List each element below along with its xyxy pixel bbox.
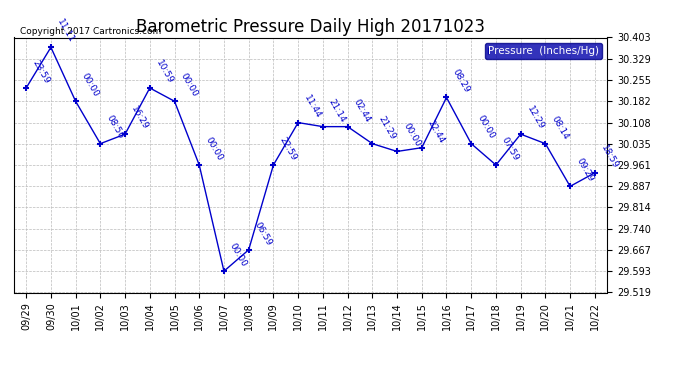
Text: 00:00: 00:00 [228, 242, 249, 268]
Text: 00:00: 00:00 [475, 114, 496, 141]
Text: 18:59: 18:59 [599, 143, 620, 170]
Text: 08:29: 08:29 [451, 68, 471, 95]
Text: 09:29: 09:29 [574, 157, 595, 184]
Text: 00:00: 00:00 [179, 72, 199, 99]
Text: 10:59: 10:59 [154, 58, 175, 85]
Text: 02:44: 02:44 [352, 97, 373, 124]
Text: 00:00: 00:00 [204, 135, 224, 162]
Text: 21:29: 21:29 [377, 114, 397, 141]
Text: Copyright 2017 Cartronics.com: Copyright 2017 Cartronics.com [20, 27, 161, 36]
Text: 08:14: 08:14 [549, 114, 570, 141]
Text: 00:00: 00:00 [401, 122, 422, 148]
Text: 23:59: 23:59 [30, 58, 51, 85]
Text: 22:44: 22:44 [426, 118, 446, 145]
Text: 22:59: 22:59 [277, 135, 298, 162]
Text: 11:44: 11:44 [302, 93, 323, 120]
Text: 11:11: 11:11 [55, 18, 76, 45]
Legend: Pressure  (Inches/Hg): Pressure (Inches/Hg) [485, 43, 602, 59]
Text: 08:56: 08:56 [104, 114, 126, 141]
Title: Barometric Pressure Daily High 20171023: Barometric Pressure Daily High 20171023 [136, 18, 485, 36]
Text: 12:29: 12:29 [525, 105, 545, 131]
Text: 16:29: 16:29 [129, 105, 150, 131]
Text: 00:00: 00:00 [80, 72, 101, 99]
Text: 06:59: 06:59 [253, 220, 274, 247]
Text: 07:59: 07:59 [500, 135, 521, 162]
Text: 21:14: 21:14 [327, 97, 348, 124]
